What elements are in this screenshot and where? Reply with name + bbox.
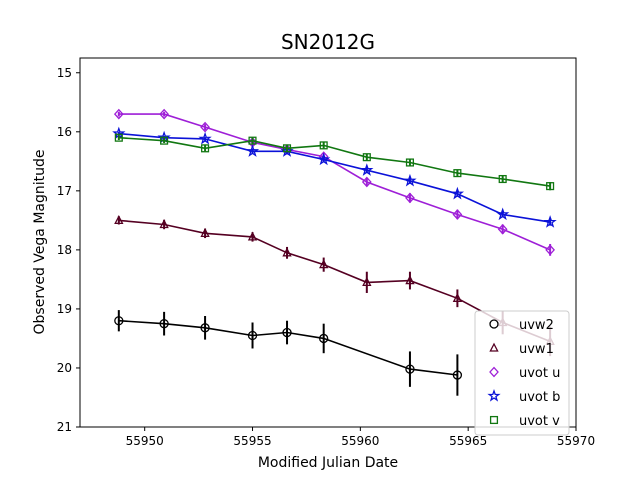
data-point <box>450 186 465 200</box>
y-axis-label: Observed Vega Magnitude <box>32 150 48 335</box>
y-tick-label: 19 <box>57 302 72 316</box>
data-point <box>159 319 169 329</box>
series-line <box>118 319 458 376</box>
series-uvot-v <box>114 133 555 191</box>
y-tick-label: 15 <box>57 66 72 80</box>
data-point <box>405 192 415 204</box>
legend-marker <box>489 415 499 425</box>
legend-marker <box>489 342 499 352</box>
data-point <box>245 144 260 157</box>
data-point <box>319 259 329 269</box>
legend-marker <box>487 389 501 402</box>
data-point <box>282 144 292 153</box>
data-point <box>403 173 417 187</box>
data-point <box>362 153 371 162</box>
data-point <box>405 275 415 285</box>
data-point <box>200 323 210 333</box>
legend-marker <box>489 319 499 329</box>
legend-box <box>474 310 570 436</box>
data-point <box>319 141 328 150</box>
data-point <box>362 276 372 287</box>
data-point <box>496 207 510 221</box>
data-point <box>546 182 555 191</box>
y-tick-label: 21 <box>57 420 72 434</box>
x-tick-label: 55970 <box>557 434 595 448</box>
x-tick-label: 55955 <box>233 434 271 448</box>
data-point <box>317 152 331 166</box>
y-tick-label: 16 <box>57 125 72 139</box>
data-point <box>498 174 507 184</box>
data-point <box>247 330 258 341</box>
legend-label: uvot b <box>519 390 560 405</box>
chart-title: SN2012G <box>281 30 375 54</box>
plot-frame <box>79 57 577 428</box>
legend-label: uvw1 <box>519 342 554 357</box>
legend-label: uvw2 <box>519 318 554 333</box>
data-point <box>159 108 169 120</box>
data-point <box>452 292 463 302</box>
data-point <box>545 244 556 256</box>
series-uvw2 <box>114 310 463 396</box>
data-point <box>497 223 508 235</box>
y-tick-label: 17 <box>57 184 72 198</box>
x-tick-label: 55965 <box>449 434 487 448</box>
data-point <box>282 327 292 338</box>
data-point <box>200 227 210 237</box>
data-point <box>159 219 169 229</box>
legend-label: uvot u <box>519 366 560 381</box>
data-point <box>247 231 258 241</box>
x-axis-label: Modified Julian Date <box>258 455 398 471</box>
x-tick-label: 55960 <box>341 434 379 448</box>
data-point <box>405 364 415 374</box>
axis-ticks: 55950 55955 55960 55965 55970 15 16 17 18 19 20 21 <box>57 66 595 448</box>
data-point <box>405 158 414 167</box>
y-tick-label: 20 <box>57 361 72 375</box>
data-point <box>114 214 124 225</box>
data-point <box>361 176 372 188</box>
data-point <box>114 133 123 142</box>
data-point <box>360 163 374 176</box>
legend-label: uvot v <box>519 414 560 429</box>
data-point <box>198 131 212 145</box>
data-point <box>452 370 463 380</box>
data-point <box>282 247 292 257</box>
data-point <box>319 333 329 344</box>
data-point <box>248 136 257 145</box>
data-point <box>201 144 210 153</box>
data-point <box>543 215 557 228</box>
data-point <box>200 121 210 133</box>
data-point <box>453 169 462 178</box>
data-point <box>452 209 463 220</box>
x-tick-label: 55950 <box>126 434 164 448</box>
legend-marker <box>489 366 499 378</box>
data-point <box>113 108 124 120</box>
legend: uvw2 uvw1 uvot u uvot b uvot v <box>474 310 570 436</box>
y-tick-label: 18 <box>57 243 72 257</box>
data-point <box>114 316 124 326</box>
data-point <box>160 136 169 145</box>
